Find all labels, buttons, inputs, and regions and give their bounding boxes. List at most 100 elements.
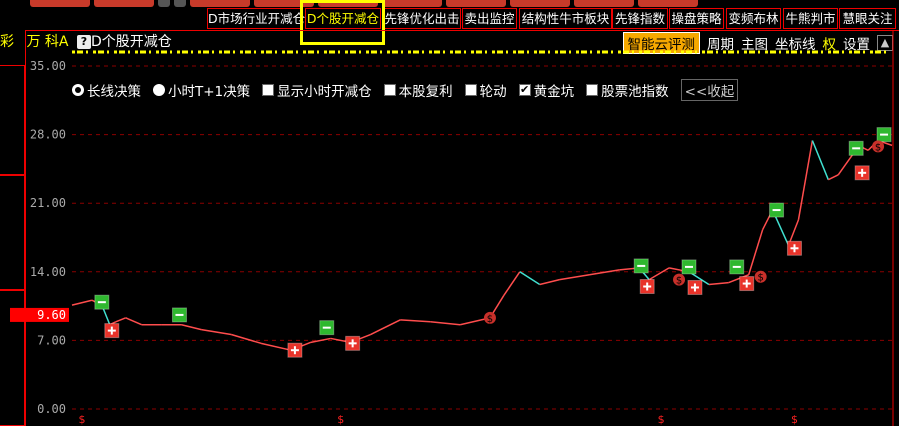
price-segment [430, 321, 461, 326]
radio-icon[interactable] [72, 84, 84, 96]
collapse-button[interactable]: <<收起 [680, 79, 739, 101]
prefix-label: 彩 [0, 34, 14, 50]
price-segment [688, 271, 710, 286]
price-segment [201, 328, 232, 336]
price-segment [400, 319, 431, 323]
reduce-signal-icon [319, 320, 335, 336]
options-bar: 长线决策 小时T+1决策 显示小时开减仓 本股复利 轮动 ✔ 黄金坑 股票池指数 <<收起 [72, 79, 739, 101]
dollar-glyph: $ [676, 276, 682, 287]
settings-button[interactable]: 设置 [843, 37, 870, 53]
dollar-bg [673, 273, 686, 286]
y-tick-label: 0.00 [37, 402, 66, 416]
add-signal-icon [687, 279, 703, 295]
option-0[interactable]: 长线决策 [72, 80, 141, 100]
bar [861, 168, 864, 177]
y-tick-label: 21.00 [30, 196, 66, 210]
rights-button[interactable]: 权 [822, 37, 837, 53]
bar [351, 339, 354, 348]
option-label: 显示小时开减仓 [277, 84, 372, 100]
option-label: 股票池指数 [601, 84, 669, 100]
price-segment [231, 333, 262, 345]
bottom-dollar-marker: $ [658, 413, 665, 426]
current-price-tag [10, 307, 69, 322]
option-1[interactable]: 小时T+1决策 [153, 80, 250, 100]
checkbox-icon[interactable] [586, 84, 599, 96]
period-button[interactable]: 周期 [707, 37, 734, 53]
add-signal-icon [786, 240, 802, 256]
price-segment [728, 274, 749, 284]
option-5[interactable]: ✔ 黄金坑 [518, 80, 574, 100]
bottom-dollar-marker: $ [337, 413, 344, 426]
price-segment [310, 337, 331, 344]
divider [25, 30, 899, 31]
axis-line-button[interactable]: 坐标线 [775, 37, 816, 53]
price-segment [827, 174, 839, 181]
reduce-signal-icon [729, 259, 745, 275]
bar [852, 147, 861, 150]
bar [322, 326, 331, 329]
current-price-label: 9.60 [37, 308, 66, 322]
bar [684, 265, 693, 268]
indicator-tabs: D市场行业开减仓 D个股开减仓 先锋优化出击 卖出监控 结构性牛市板块 先锋指数 操盘策略变… [0, 8, 899, 30]
dollar-glyph: $ [487, 314, 493, 325]
price-segment [181, 323, 202, 331]
price-segment [503, 271, 521, 296]
reduce-signal-icon [876, 127, 892, 143]
tab-5[interactable]: 先锋指数 [612, 8, 668, 29]
reduce-signal-icon [633, 258, 649, 274]
option-3[interactable]: 本股复利 [383, 80, 453, 100]
price-segment [747, 229, 764, 275]
price-segment [71, 299, 93, 306]
price-segment [519, 271, 541, 286]
y-tick-label: 7.00 [37, 333, 66, 347]
reduce-signal-icon [681, 259, 697, 275]
tab-4[interactable]: 结构性牛市板块 [519, 8, 612, 29]
y-tick-label: 28.00 [30, 128, 66, 142]
top-button-strip [0, 0, 899, 7]
tab-7[interactable]: 变频布林 [726, 8, 781, 29]
checkbox-icon[interactable]: ✔ [518, 83, 531, 96]
dollar-bg [872, 140, 885, 153]
chart-header: 彩 万 科A ? D个股开减仓 智能云评测 周期 主图 坐标线 权 设置 ▲ [0, 31, 899, 54]
option-label: 长线决策 [87, 84, 141, 100]
dollar-glyph: $ [757, 273, 763, 284]
reduce-signal-icon [171, 307, 187, 323]
add-signal-icon [104, 323, 120, 339]
stock-name: 万 科A [26, 34, 69, 50]
tab-8[interactable]: 牛熊判市 [783, 8, 838, 29]
option-4[interactable]: 轮动 [464, 80, 507, 100]
checkbox-icon[interactable] [464, 84, 477, 96]
main-chart-button[interactable]: 主图 [741, 37, 768, 53]
price-segment [260, 342, 292, 351]
tab-3[interactable]: 卖出监控 [462, 8, 517, 29]
bar [110, 326, 113, 335]
checkbox-icon[interactable] [383, 84, 396, 96]
add-signal-icon [287, 342, 303, 358]
bar [732, 265, 741, 268]
add-signal-icon [639, 279, 655, 294]
tab-9[interactable]: 慧眼关注 [839, 8, 896, 29]
cloud-eval-button[interactable]: 智能云评测 [622, 32, 700, 54]
tab-6[interactable]: 操盘策略 [669, 8, 724, 29]
bar [693, 283, 696, 292]
dollar-bg [483, 311, 496, 324]
checkbox-icon[interactable] [262, 84, 275, 96]
dollar-glyph: $ [875, 142, 881, 153]
option-6[interactable]: 股票池指数 [586, 80, 669, 100]
price-segment [811, 140, 830, 180]
add-signal-icon [345, 335, 361, 351]
bar [772, 209, 781, 212]
tab-1[interactable]: D个股开减仓 [305, 8, 381, 29]
price-segment [797, 140, 814, 220]
bar [793, 244, 796, 253]
price-segment [648, 267, 670, 281]
sidebar-tab[interactable] [0, 175, 25, 290]
price-segment [837, 154, 853, 176]
option-2[interactable]: 显示小时开减仓 [262, 80, 372, 100]
price-segment [787, 219, 800, 246]
help-icon[interactable]: ? [76, 35, 91, 49]
reduce-signal-icon [769, 202, 785, 218]
radio-icon[interactable] [153, 84, 165, 96]
sidebar-tab[interactable] [0, 65, 25, 175]
